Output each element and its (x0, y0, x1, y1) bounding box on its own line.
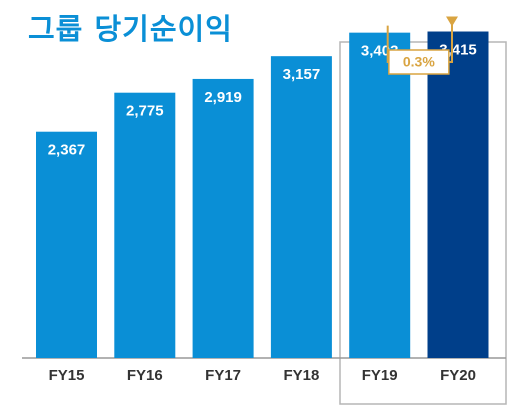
highlight-box (339, 41, 507, 405)
value-label-fy16: 2,775 (126, 103, 164, 120)
value-label-fy18: 3,157 (283, 66, 321, 83)
bar-fy15 (36, 131, 97, 358)
bar-fy16 (114, 92, 176, 358)
tick-label-fy19: FY19 (362, 367, 398, 384)
bar-fy18 (270, 56, 332, 359)
bar-fy17 (192, 78, 254, 358)
value-label-fy15: 2,367 (48, 142, 86, 159)
tick-label-fy20: FY20 (440, 367, 476, 384)
chart-title: 그룹 당기순이익 (28, 12, 233, 46)
growth-label-box (388, 49, 450, 75)
tick-label-fy18: FY18 (283, 367, 319, 384)
bar-fy19 (349, 32, 411, 359)
bar-fy20 (427, 31, 489, 359)
growth-label: 0.3% (403, 54, 435, 70)
growth-arrowhead (446, 16, 458, 27)
tick-label-fy17: FY17 (205, 367, 241, 384)
tick-label-fy16: FY16 (127, 367, 163, 384)
tick-label-fy15: FY15 (49, 367, 85, 384)
value-label-fy17: 2,919 (204, 89, 242, 106)
